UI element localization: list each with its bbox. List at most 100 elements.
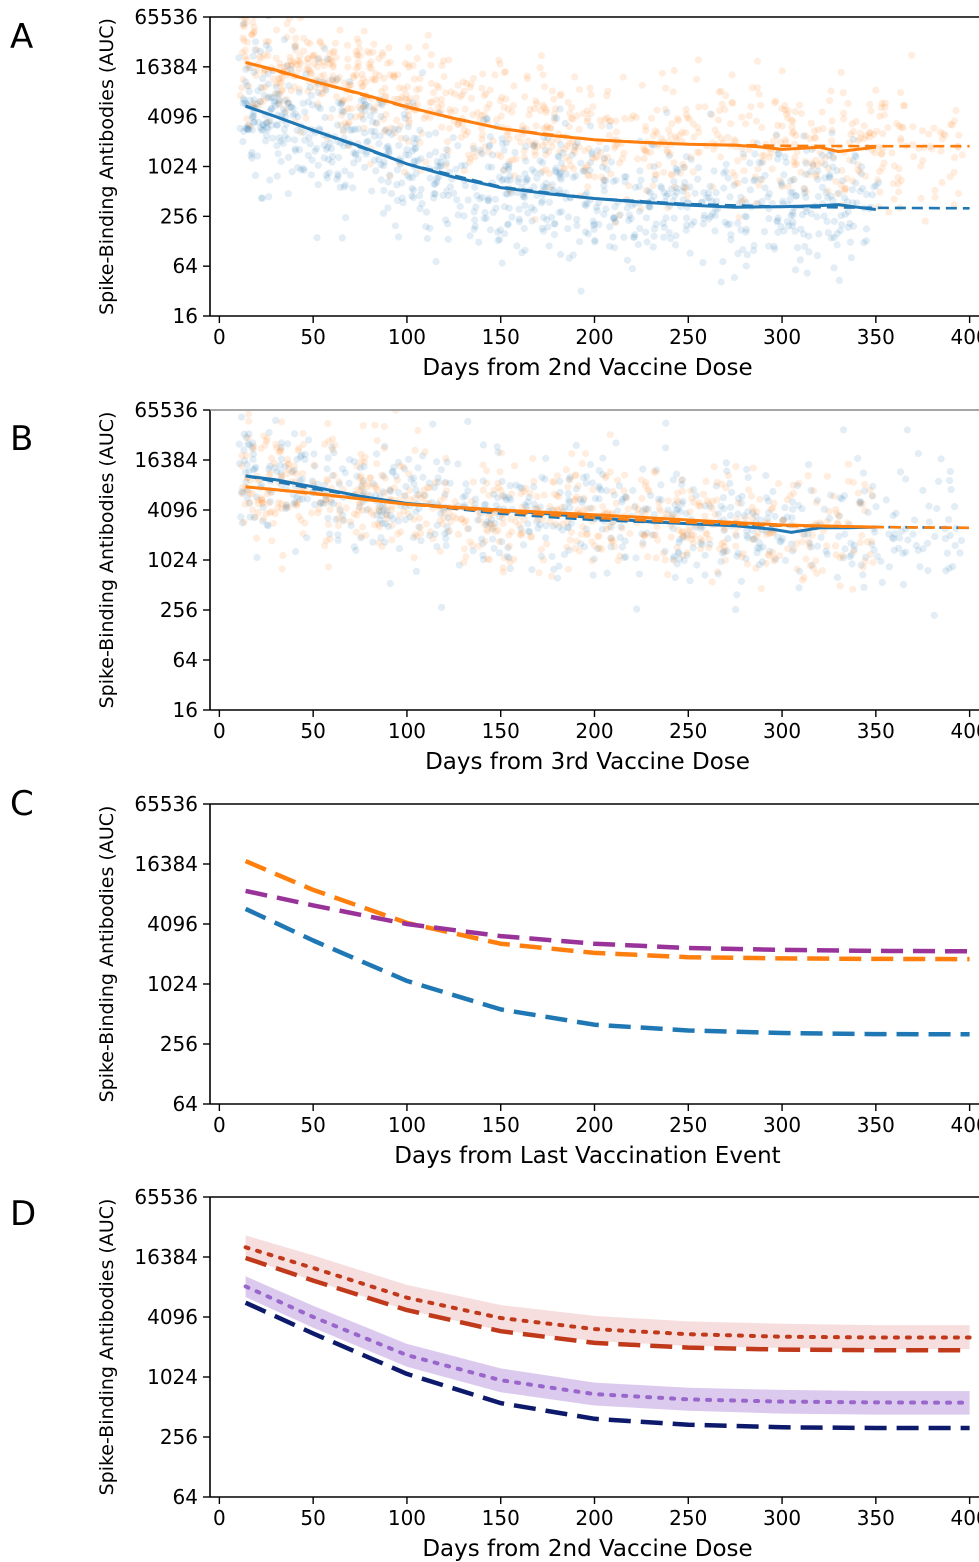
panel-a-scatter-point <box>782 110 791 118</box>
panel-b-scatter-point <box>652 554 660 562</box>
panel-a-scatter-point <box>250 100 258 108</box>
panel-a-scatter-point <box>275 134 283 142</box>
panel-b-scatter-point <box>387 512 395 520</box>
panel-b-scatter-point <box>871 528 879 536</box>
panel-b-scatter-point <box>673 506 681 514</box>
panel-a-scatter-point <box>272 54 280 62</box>
panel-a-scatter-point <box>636 167 644 175</box>
panel-a-scatter-point <box>536 64 544 72</box>
panel-a-scatter-point <box>856 168 864 176</box>
panel-b-scatter-point <box>413 532 421 541</box>
panel-b-scatter-point <box>237 513 245 521</box>
panel-b-scatter-point <box>679 497 687 505</box>
panel-a-scatter-point <box>284 99 292 107</box>
panel-a-scatter-point <box>603 92 611 100</box>
panel-b-scatter-point <box>899 549 907 557</box>
panel-b-scatter-point <box>528 566 536 574</box>
panel-b-scatter-point <box>613 476 622 484</box>
panel-a-scatter-point <box>518 249 526 257</box>
panel-b-scatter-point <box>387 506 395 514</box>
panel-a-scatter-point <box>658 69 666 77</box>
panel-b-scatter-point <box>540 491 548 499</box>
panel-a-scatter-point <box>498 93 506 101</box>
panel-b-scatter-point <box>469 547 477 555</box>
panel-b-scatter-point <box>396 462 404 470</box>
panel-b-scatter-point <box>249 455 257 463</box>
panel-b-scatter-point <box>441 529 449 538</box>
panel-b-scatter-point <box>402 483 410 491</box>
panel-a-scatter-point <box>530 142 539 150</box>
panel-b-scatter-point <box>301 519 309 527</box>
panel-a-scatter-point <box>711 227 719 235</box>
panel-b-scatter-point <box>859 571 867 579</box>
panel-b-scatter-point <box>778 517 787 525</box>
panel-b-scatter-point <box>675 538 683 546</box>
panel-a-scatter-point <box>612 128 621 136</box>
panel-a-scatter-point <box>895 122 903 130</box>
panel-a-scatter-point <box>436 163 444 171</box>
panel-d-y-tick-label: 65536 <box>134 1185 198 1209</box>
panel-a-scatter-point <box>682 129 690 137</box>
panel-a-scatter-point <box>317 90 325 98</box>
panel-b-scatter-point <box>516 530 524 539</box>
panel-b-scatter-point <box>916 563 924 571</box>
panel-a-scatter-point <box>833 190 842 198</box>
panel-a-scatter-point <box>413 100 422 108</box>
panel-a-scatter-point <box>454 81 462 89</box>
panel-b-scatter-point <box>336 508 344 516</box>
panel-b-x-tick-label: 200 <box>575 719 613 743</box>
panel-a-scatter-point <box>321 45 329 53</box>
panel-a-scatter-point <box>598 173 606 181</box>
panel-b-scatter-point <box>561 503 569 511</box>
panel-a-scatter-point <box>548 213 556 221</box>
panel-b-scatter-point <box>723 547 731 555</box>
panel-b-scatter-point <box>501 494 509 502</box>
panel-b-scatter-point <box>293 493 301 501</box>
panel-b-scatter-point <box>479 461 487 469</box>
panel-d-line-lavender-dotted <box>243 1284 972 1405</box>
panel-a-scatter-point <box>591 236 599 244</box>
panel-b-scatter-point <box>437 466 445 474</box>
panel-b-scatter-point <box>713 478 721 486</box>
panel-a-scatter-point <box>327 114 335 122</box>
panel-b-scatter-point <box>388 536 396 544</box>
panel-a-scatter-point <box>556 105 564 113</box>
panel-b-scatter-point <box>319 500 327 508</box>
panel-b-scatter-point <box>808 531 817 539</box>
panel-b-scatter-point <box>325 563 333 571</box>
panel-b-scatter-point <box>644 485 652 493</box>
panel-b-scatter-point <box>330 449 338 457</box>
panel-b-scatter-point <box>655 504 663 513</box>
panel-b-scatter-point <box>789 481 798 489</box>
panel-a-scatter-point <box>513 242 521 250</box>
panel-a-scatter-point <box>682 153 690 161</box>
panel-a-scatter-point <box>309 51 317 59</box>
panel-b-scatter-point <box>498 538 506 546</box>
panel-b-scatter-point <box>848 560 856 568</box>
panel-a-scatter-point <box>801 157 810 165</box>
panel-b-scatter-point <box>238 413 246 421</box>
panel-b-scatter-point <box>375 506 383 514</box>
panel-a-scatter-point <box>484 196 492 205</box>
panel-a-scatter-point <box>760 151 768 160</box>
panel-b-scatter-point <box>395 511 404 519</box>
panel-b-scatter-point <box>591 542 599 550</box>
panel-a-scatter-point <box>835 189 843 197</box>
panel-b-scatter-point <box>669 555 677 563</box>
panel-a-scatter-point <box>242 125 250 133</box>
panel-a-scatter-point <box>521 201 529 209</box>
panel-a-scatter-point <box>542 124 551 132</box>
panel-a-scatter-point <box>401 168 409 176</box>
panel-a-scatter-point <box>394 95 402 103</box>
panel-a-scatter-point <box>454 120 462 128</box>
panel-a-scatter-point <box>430 180 438 188</box>
panel-b-scatter-point <box>943 549 952 557</box>
panel-b-scatter-point <box>259 517 267 525</box>
panel-b-scatter-point <box>749 509 757 517</box>
panel-a-scatter-point <box>609 233 617 241</box>
panel-a-scatter-point <box>250 68 258 76</box>
panel-c-x-tick-label: 400 <box>951 1113 979 1137</box>
panel-a-scatter-point <box>262 119 271 127</box>
panel-a-scatter-point <box>542 106 551 114</box>
panel-b-scatter-point <box>618 495 627 503</box>
